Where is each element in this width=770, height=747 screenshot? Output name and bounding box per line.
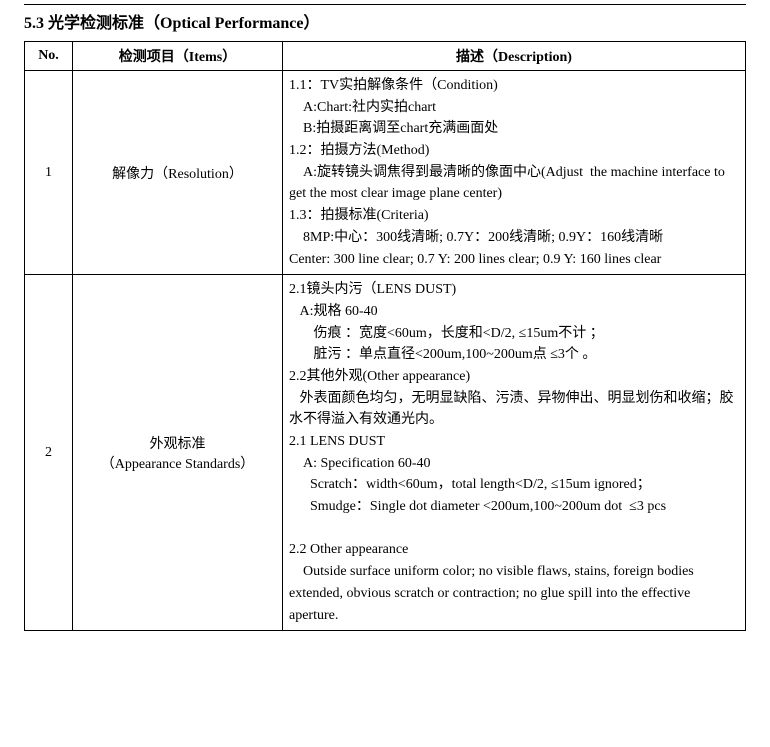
row-no: 2 [25, 275, 73, 631]
table-row: 2 外观标准 （Appearance Standards） 2.1镜头内污（LE… [25, 275, 746, 631]
header-items: 检测项目（Items） [73, 42, 283, 71]
row-item-main: 解像力（Resolution） [79, 163, 276, 183]
row-item: 解像力（Resolution） [73, 71, 283, 275]
top-rule [24, 4, 746, 5]
optical-table: No. 检测项目（Items） 描述（Description) 1 解像力（Re… [24, 41, 746, 631]
row-description: 2.1镜头内污（LENS DUST) A:规格 60-40 伤痕 ：宽度<60u… [283, 275, 746, 631]
section-title: 5.3 光学检测标准（Optical Performance） [24, 9, 746, 33]
row-no: 1 [25, 71, 73, 275]
row-description-text: 1.1：TV实拍解像条件（Condition) A:Chart:社内实拍char… [289, 75, 739, 270]
header-no: No. [25, 42, 73, 71]
row-item: 外观标准 （Appearance Standards） [73, 275, 283, 631]
row-description-text: 2.1镜头内污（LENS DUST) A:规格 60-40 伤痕 ：宽度<60u… [289, 279, 739, 626]
table-row: 1 解像力（Resolution） 1.1：TV实拍解像条件（Condition… [25, 71, 746, 275]
page: 5.3 光学检测标准（Optical Performance） No. 检测项目… [0, 0, 770, 655]
row-description: 1.1：TV实拍解像条件（Condition) A:Chart:社内实拍char… [283, 71, 746, 275]
row-item-main: 外观标准 [79, 433, 276, 453]
row-item-sub: （Appearance Standards） [79, 453, 276, 473]
header-desc: 描述（Description) [283, 42, 746, 71]
table-header-row: No. 检测项目（Items） 描述（Description) [25, 42, 746, 71]
